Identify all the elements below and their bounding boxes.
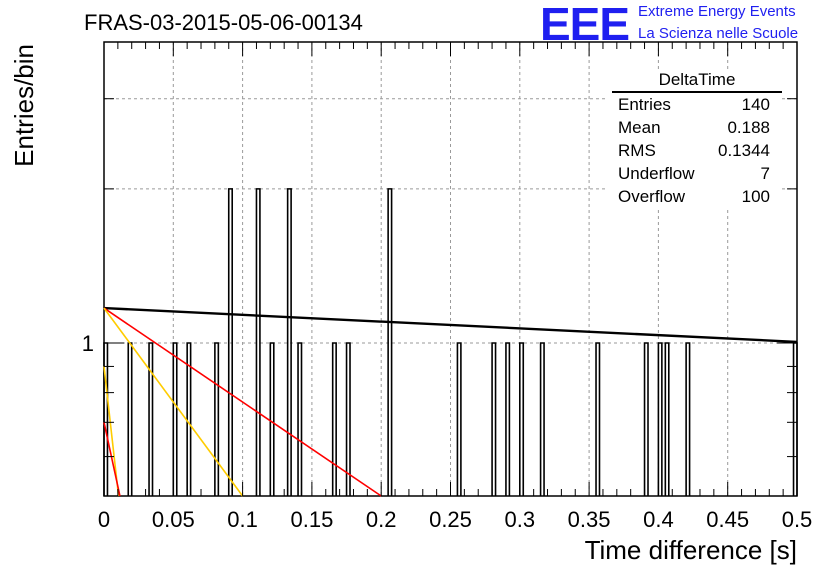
fit-lines (103, 306, 798, 497)
x-tick-label: 0.05 (152, 507, 195, 532)
histogram-bar (643, 342, 649, 496)
fit-line (103, 307, 244, 497)
stats-row-rms: RMS 0.1344 (618, 141, 770, 160)
logo-line-1: Extreme Energy Events (638, 3, 796, 20)
histogram-bar (387, 188, 393, 496)
stats-title: DeltaTime (612, 70, 782, 93)
x-tick-label: 0.5 (782, 507, 813, 532)
x-tick-label: 0.45 (706, 507, 749, 532)
x-tick-label: 0.35 (568, 507, 611, 532)
x-tick-label: 0.1 (227, 507, 258, 532)
histogram-bar (297, 342, 303, 496)
histogram-bar (505, 342, 511, 496)
stats-row-underflow: Underflow 7 (618, 164, 770, 183)
histogram-bar (269, 342, 275, 496)
fit-line (103, 422, 121, 497)
x-tick-label: 0 (98, 507, 110, 532)
histogram-bar (127, 342, 133, 496)
histogram-bar (685, 342, 691, 496)
x-axis-title: Time difference [s] (585, 535, 797, 565)
histogram-bar (657, 342, 663, 496)
histogram-bar (595, 342, 601, 496)
histogram-bar (286, 188, 292, 496)
histogram-bar (345, 342, 351, 496)
fit-line (103, 306, 798, 344)
axis-labels: 0 0.05 0.1 0.15 0.2 0.25 0.3 0.35 0.4 0.45 0.5 1 Tim… (9, 44, 812, 565)
x-tick-label: 0.2 (366, 507, 397, 532)
y-axis-title: Entries/bin (9, 44, 39, 167)
histogram-bar (539, 342, 545, 496)
histogram-bar (456, 342, 462, 496)
stats-row-overflow: Overflow 100 (618, 187, 770, 206)
histogram-bar (148, 342, 154, 496)
histogram-bar (214, 342, 220, 496)
eee-logo: EEE (540, 0, 630, 50)
axis-ticks (103, 42, 798, 497)
stats-box: DeltaTime Entries 140 Mean 0.188 RMS 0.1344… (606, 70, 782, 208)
histogram-bar (227, 188, 234, 496)
fit-line (103, 307, 382, 497)
histogram-bar (518, 342, 525, 496)
x-tick-label: 0.15 (290, 507, 333, 532)
logo-line-2: La Scienza nelle Scuole (638, 25, 799, 42)
fit-line (103, 366, 120, 497)
y-tick-label: 1 (82, 331, 94, 356)
histogram-bar (172, 342, 178, 496)
x-tick-label: 0.25 (429, 507, 472, 532)
histogram-bar (255, 188, 261, 496)
histogram-bar (331, 342, 337, 496)
histogram-bar (664, 342, 670, 496)
x-tick-label: 0.4 (643, 507, 674, 532)
plot-title: FRAS-03-2015-05-06-00134 (84, 10, 363, 35)
histogram-bar (491, 342, 497, 496)
x-tick-label: 0.3 (505, 507, 536, 532)
stats-row-mean: Mean 0.188 (618, 118, 770, 137)
stats-row-entries: Entries 140 (618, 95, 770, 114)
